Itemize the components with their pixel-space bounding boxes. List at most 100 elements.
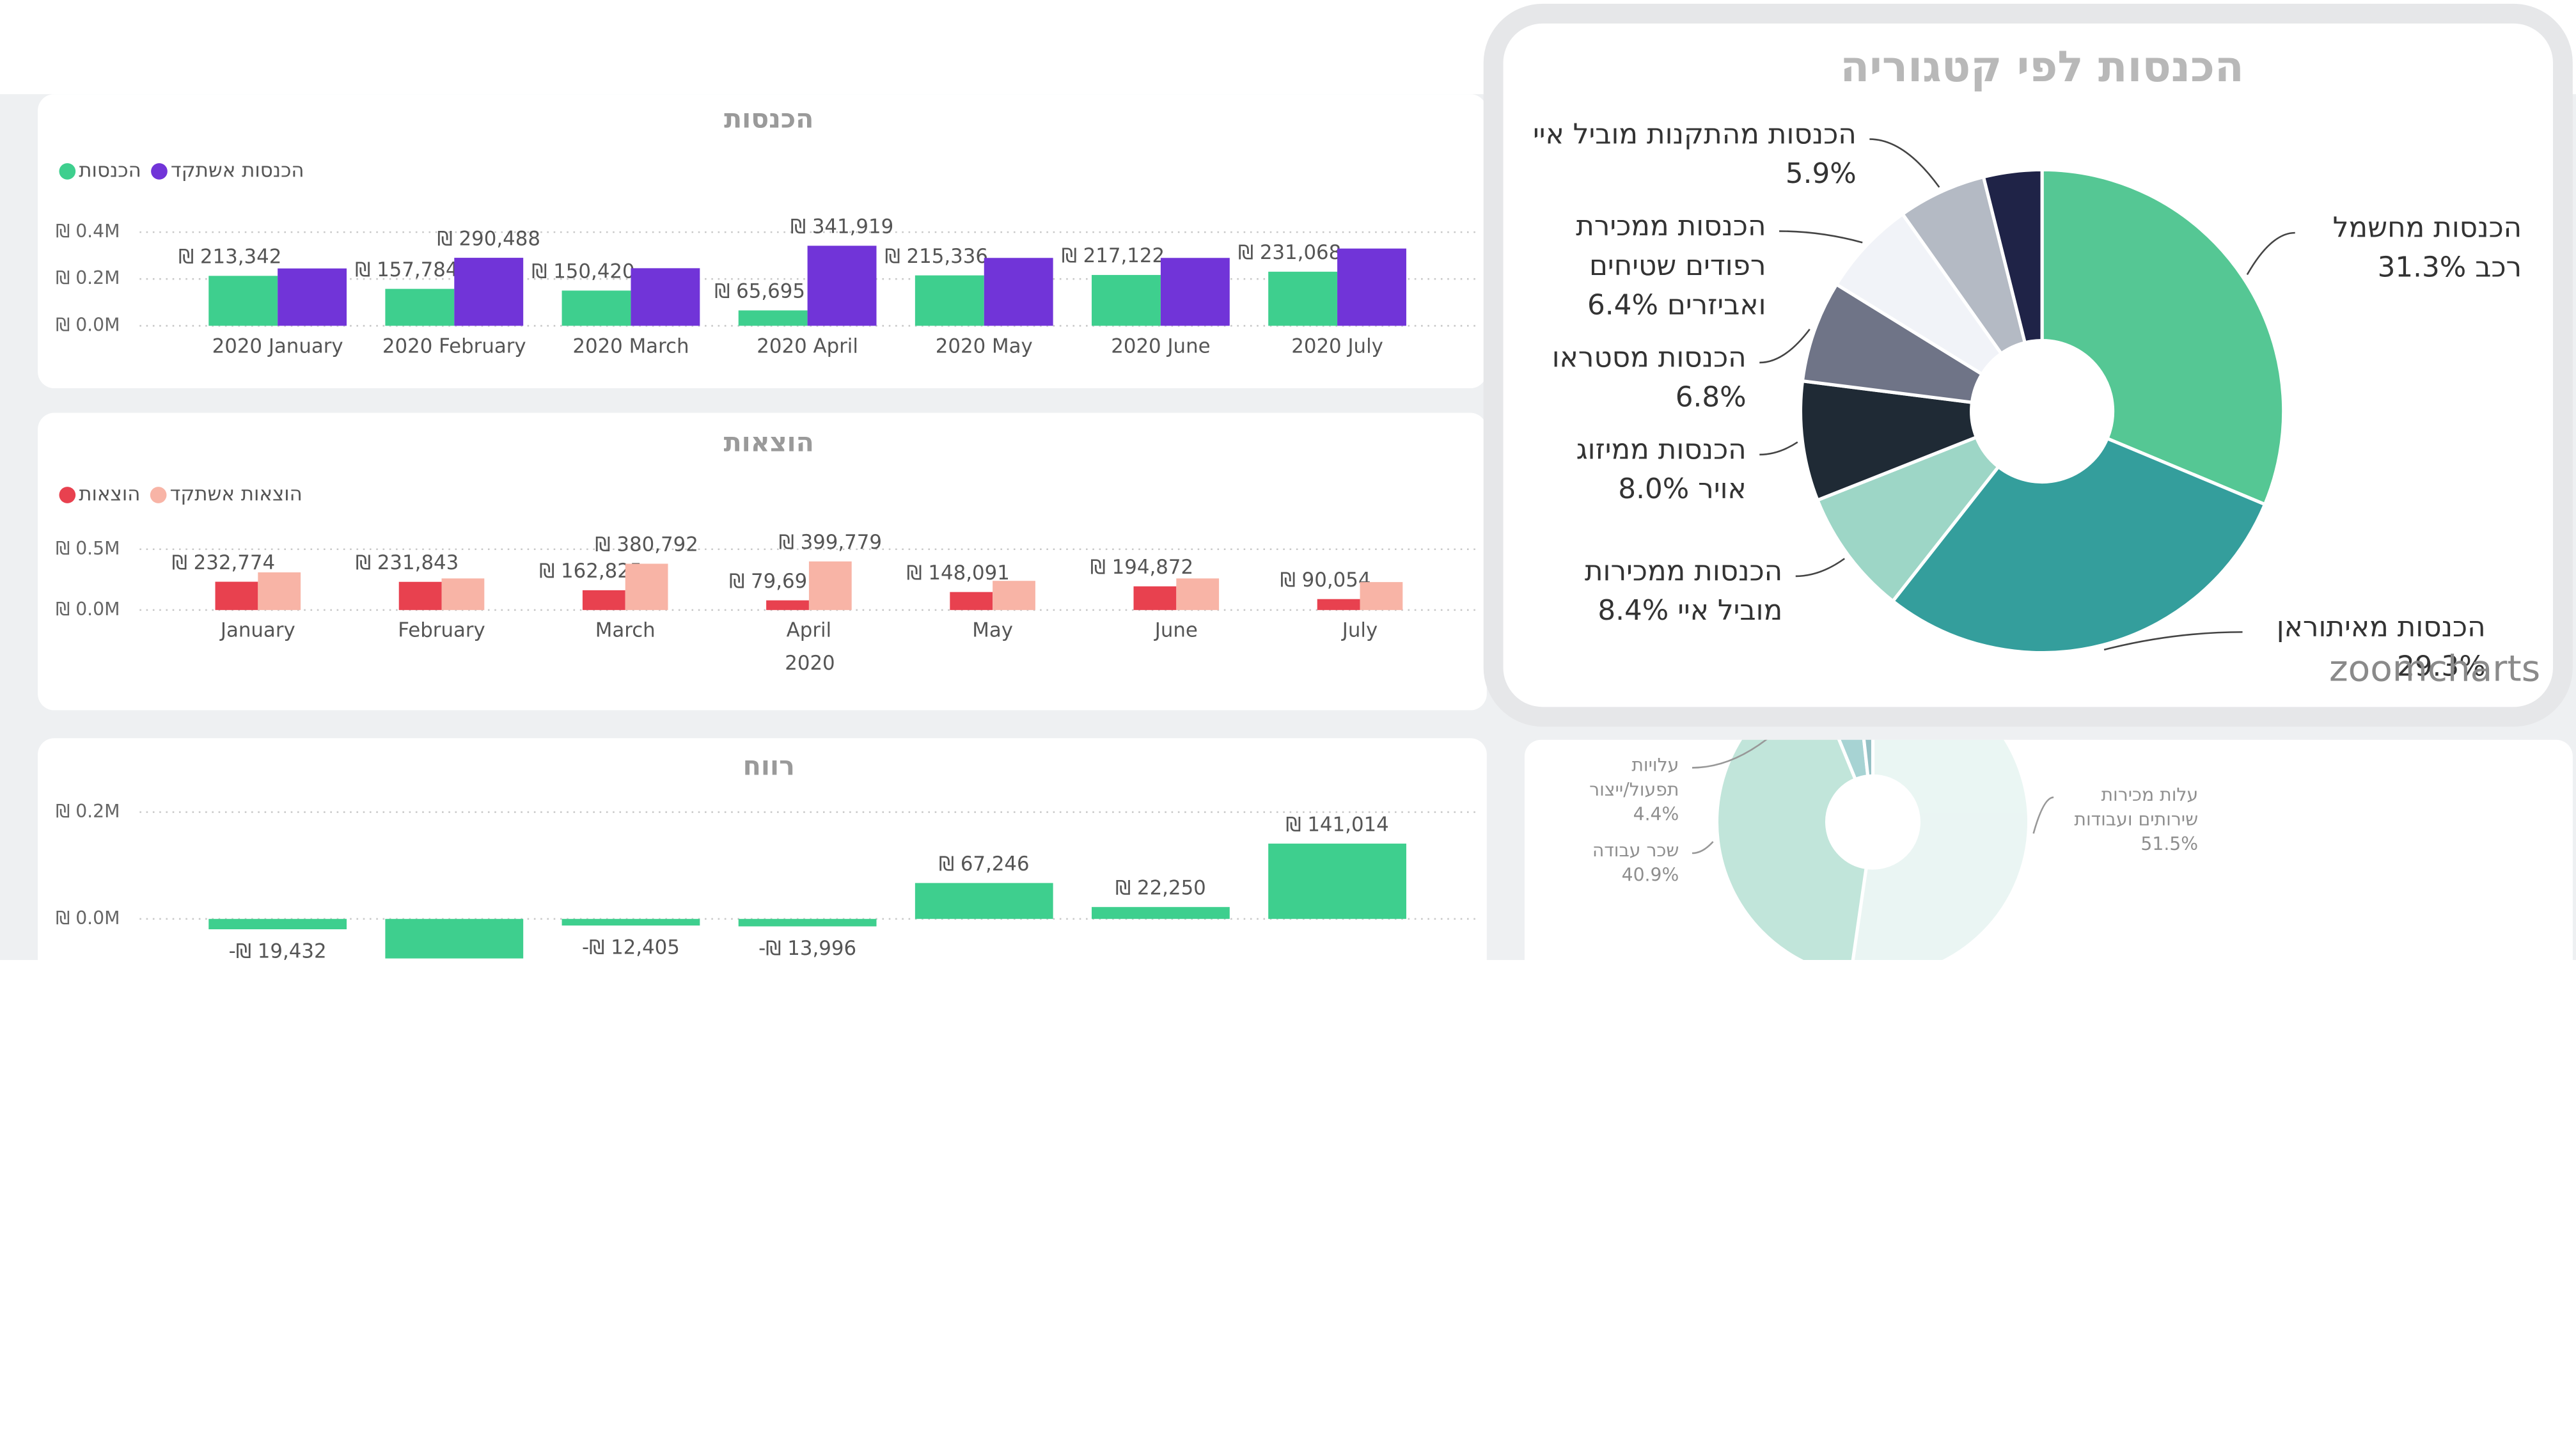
legend-marker	[59, 163, 76, 180]
x-group-label: 2020	[785, 652, 835, 675]
slice-label: הכנסות ממיזוג אויר 8.0%	[1536, 431, 1747, 510]
slice-label-box: הכנסות ממכירות מוביל איי 8.4%	[1584, 556, 1783, 629]
pie-slice	[1851, 739, 2031, 960]
slice-name: הכנסות מאיתוראן	[2276, 611, 2486, 645]
bar	[915, 883, 1053, 919]
slice-label-box: הכנסות ממכירת רפודים שטיחים ואביזרים 6.4…	[1536, 207, 1766, 326]
bar	[738, 918, 877, 927]
legend-label: הכנסות	[79, 159, 141, 182]
chart-title: הכנסות	[724, 103, 813, 134]
data-label: ₪ 232,774	[172, 551, 275, 574]
bar	[1360, 582, 1403, 610]
slice-value: 6.8%	[1675, 381, 1747, 415]
y-tick-label: ₪ 0.2M	[56, 801, 120, 822]
chart-revenue: הכנסות ₪ 0.0M ₪ 0.2M ₪ 0.4M הכנסות הכנסות אשת…	[56, 103, 1479, 358]
bar	[258, 572, 301, 610]
data-label: ₪ 194,872	[1090, 556, 1193, 579]
card	[38, 738, 1487, 960]
pie-slice	[1815, 435, 2001, 604]
slice-value: 4.4%	[1633, 803, 1679, 826]
x-tick-label: 2020 February	[382, 334, 526, 358]
bar	[1176, 578, 1220, 610]
leader-line	[1795, 558, 1845, 578]
x-tick-label: January	[219, 619, 295, 642]
bar	[1160, 258, 1230, 326]
bar	[1337, 248, 1406, 326]
data-label: ₪ 217,122	[1062, 244, 1165, 267]
bar	[807, 246, 877, 326]
slice-name: הכנסות מסטראו	[1551, 342, 1747, 375]
data-label: ₪ 79,691	[729, 570, 820, 593]
x-tick-label: April	[787, 619, 831, 642]
legend-label: הוצאות אשתקד	[170, 483, 302, 506]
y-tick-label: ₪ 0.0M	[56, 599, 120, 620]
slice-label-box: הכנסות מחשמל רכב 31.3%	[2333, 212, 2522, 285]
bar	[1268, 844, 1406, 919]
slice-label: הכנסות מאיתוראן 29.3%	[2256, 608, 2486, 687]
data-label: ₪ 148,091	[906, 562, 1009, 585]
data-label: ₪ 231,843	[356, 551, 459, 574]
y-tick-label: ₪ 0.0M	[56, 908, 120, 929]
slice-label: הכנסות מהתקנות מוביל איי 5.9%	[1528, 116, 1857, 194]
pie-slice	[2040, 168, 2286, 507]
x-tick-label: 2020 April	[757, 334, 858, 358]
slice-name: שכר עבודה	[1592, 840, 1679, 861]
slice-name: הכנסות ממכירות מוביל איי	[1584, 556, 1783, 629]
slice-label-box: עלויות תפעול/ייצור 4.4%	[1589, 755, 1679, 826]
data-label: ₪ 213,342	[178, 246, 281, 269]
legend-label: הוצאות	[79, 483, 140, 506]
legend-marker	[151, 163, 168, 180]
data-label: ₪ 22,250	[1115, 876, 1206, 899]
data-label: -₪ 13,996	[758, 937, 856, 960]
bar	[385, 288, 455, 326]
legend-marker	[150, 487, 167, 503]
slice-label: הכנסות ממכירת רפודים שטיחים ואביזרים 6.4…	[1536, 207, 1766, 326]
bar	[208, 918, 347, 929]
chart-title: הוצאות	[724, 427, 814, 457]
y-tick-label: ₪ 0.5M	[56, 538, 120, 559]
chart-profit: רווח ₪ 0.0M ₪ 0.2M -₪ 19,432 -₪ 74,059 -₪ 12,…	[56, 750, 1479, 963]
x-tick-label: March	[595, 619, 656, 642]
leader-line	[1869, 138, 1940, 188]
data-label: -₪ 19,432	[229, 940, 327, 963]
slice-name: הכנסות ממיזוג אויר	[1576, 434, 1747, 507]
slice-label-box: הכנסות מאיתוראן 29.3%	[2256, 608, 2486, 687]
slice-name: עלות מכירות שירותים ועבודות	[2074, 784, 2199, 831]
x-tick-label: February	[398, 619, 485, 642]
leader-line	[1692, 841, 1714, 854]
leader-line	[2246, 232, 2295, 276]
pie-slice	[1715, 739, 1869, 960]
data-label: ₪ 150,420	[531, 260, 634, 283]
bar	[950, 592, 993, 610]
data-label: ₪ 65,695	[714, 280, 805, 303]
data-label: ₪ 162,825	[539, 560, 642, 583]
bar	[738, 310, 808, 326]
bar	[808, 561, 852, 610]
bar	[441, 578, 485, 610]
x-tick-label: 2020 May	[936, 334, 1033, 358]
chart-expenses: הוצאות ₪ 0.0M ₪ 0.5M הוצאות הוצאות אשתקד ₪ 23…	[56, 427, 1479, 675]
data-label: ₪ 157,784	[355, 258, 458, 281]
bar	[278, 268, 347, 326]
slice-value: 1.7%	[1633, 740, 1679, 743]
slice-name: הכנסות ממכירת רפודים שטיחים ואביזרים	[1576, 210, 1766, 323]
card	[38, 413, 1487, 711]
bar	[1092, 274, 1161, 326]
pie-slice	[1862, 739, 1875, 778]
pie-slice	[1837, 739, 1870, 782]
chart-costs: עלות מכירות שירותים ועבודות 51.5% שכר עבו…	[1589, 739, 2199, 960]
x-tick-label: 2020 June	[1111, 334, 1210, 358]
bar	[1133, 586, 1177, 610]
slice-value: 5.9%	[1785, 158, 1857, 191]
leader-line	[2032, 796, 2054, 834]
data-label: ₪ 90,054	[1280, 569, 1371, 592]
slice-label-box: עלות מכירות שירותים ועבודות 51.5%	[2074, 784, 2199, 854]
bar	[625, 563, 668, 610]
x-tick-label: June	[1154, 619, 1198, 642]
slice-name: הכנסות מהתקנות מוביל איי	[1533, 118, 1857, 152]
data-label: ₪ 341,919	[790, 215, 893, 238]
data-label: ₪ 399,779	[779, 531, 882, 554]
bar	[582, 590, 625, 610]
bar	[454, 258, 524, 326]
data-label: ₪ 141,014	[1285, 813, 1388, 836]
